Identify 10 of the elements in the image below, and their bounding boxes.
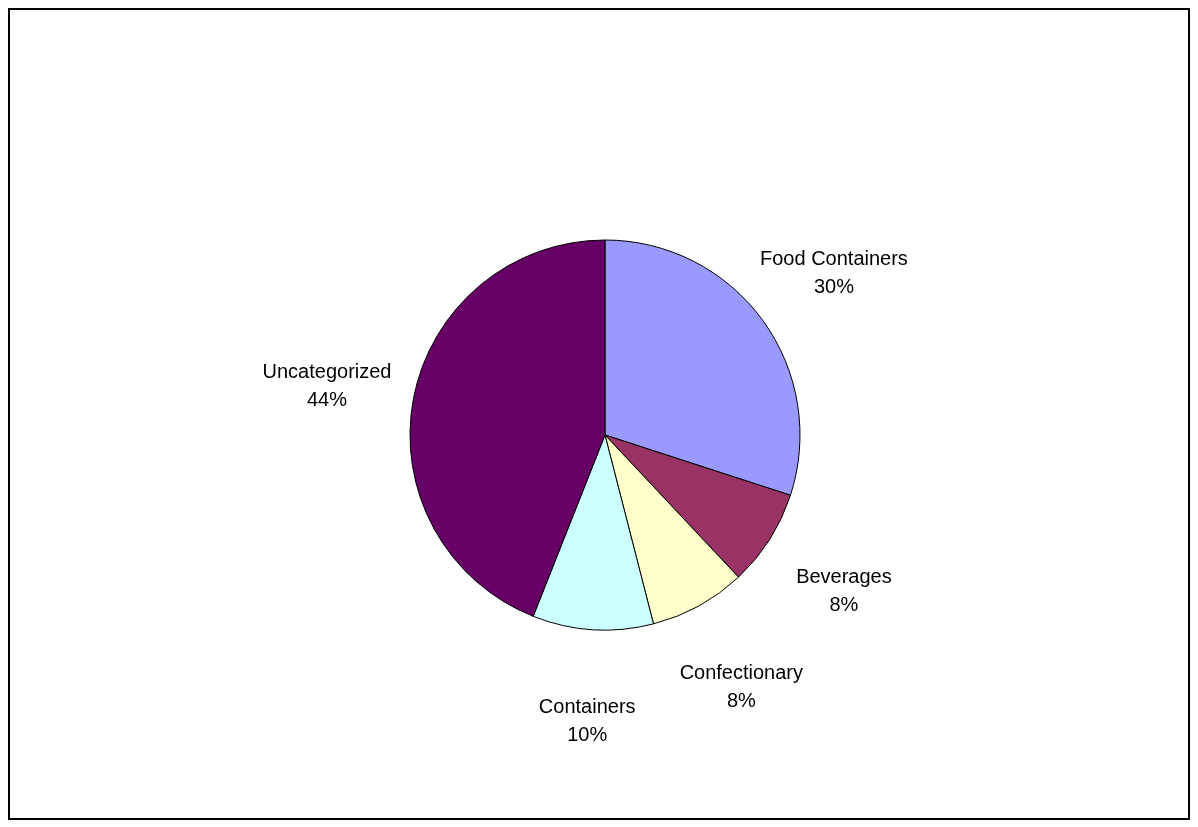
slice-label: Confectionary [679,660,804,683]
slice-label: Food Containers [760,246,908,269]
data-label: 8% [829,592,859,615]
slice-label: Beverages [796,564,892,587]
slice-label: Containers [538,695,636,718]
data-label: 8% [726,688,757,711]
slice-label: Uncategorized [262,359,392,382]
data-label: 30% [813,274,855,297]
data-label: 44% [307,387,348,410]
data-label: 10% [567,723,608,746]
